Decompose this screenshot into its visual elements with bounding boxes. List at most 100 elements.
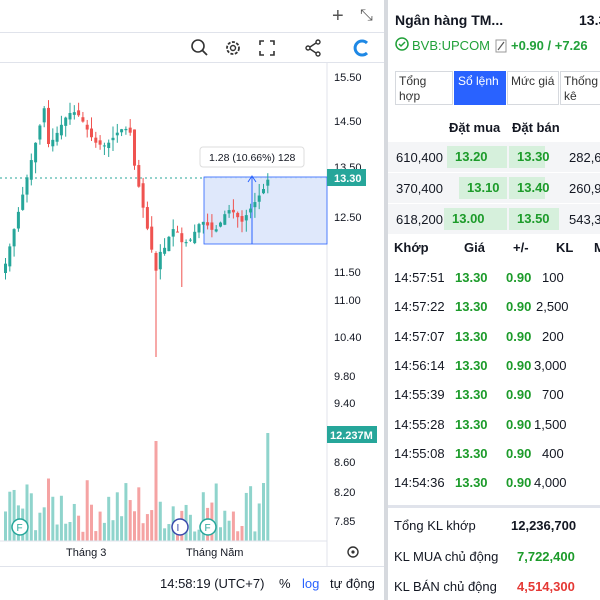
volume-bar xyxy=(68,521,72,541)
trade-change: 0.90 xyxy=(506,299,532,315)
tab-summary[interactable]: Tổng hợp xyxy=(395,71,453,105)
trade-change: 0.90 xyxy=(506,445,532,461)
candle-body xyxy=(111,137,115,141)
trade-row[interactable]: 14:56:14 13.30 0.90 3,000 xyxy=(388,351,600,380)
trade-time: 14:57:07 xyxy=(394,328,445,344)
volume-bar xyxy=(107,496,111,541)
candle-body xyxy=(77,110,81,116)
orderbook-row[interactable]: 370,400 13.10 13.40 260,9 xyxy=(388,173,600,203)
volume-bar xyxy=(262,483,265,541)
candle-body xyxy=(163,247,167,254)
candle-body xyxy=(249,208,253,213)
stock-info-panel: Ngân hàng TM... 13.3 BVB:UPCOM +0.90 / +… xyxy=(388,0,600,600)
trade-time: 14:55:39 xyxy=(394,387,445,403)
candle-body xyxy=(38,125,42,140)
trade-row[interactable]: 14:55:28 13.30 0.90 1,500 xyxy=(388,410,600,439)
log-toggle[interactable]: log xyxy=(302,576,320,591)
price-axis-label: 7.85 xyxy=(334,516,355,528)
trade-price: 13.30 xyxy=(455,328,488,344)
bid-volume: 370,400 xyxy=(396,181,443,196)
candle-body xyxy=(29,160,33,180)
volume-bar xyxy=(34,530,38,541)
total-volume-value: 12,236,700 xyxy=(511,518,577,533)
candle-body xyxy=(145,207,149,229)
percent-toggle[interactable]: % xyxy=(279,576,291,591)
orderbook-row[interactable]: 610,400 13.20 13.30 282,6 xyxy=(388,142,600,172)
panel-divider[interactable] xyxy=(384,0,388,600)
tab-statistics[interactable]: Thống kê xyxy=(560,71,600,105)
event-marker[interactable] xyxy=(171,518,189,536)
trade-volume: 4,000 xyxy=(534,475,567,491)
measure-label-bg xyxy=(199,146,305,168)
volume-bar xyxy=(223,510,227,541)
trade-volume: 100 xyxy=(542,270,564,285)
tab-price-levels[interactable]: Mức giá xyxy=(507,71,559,105)
event-marker[interactable] xyxy=(199,518,217,536)
candle-body xyxy=(193,231,197,244)
price-axis-label: 12.50 xyxy=(334,212,362,224)
candle-body xyxy=(227,210,231,214)
candle-body xyxy=(81,117,85,122)
share-icon[interactable] xyxy=(303,38,323,62)
magnifier-icon[interactable] xyxy=(190,38,210,62)
bid-price: 13.20 xyxy=(447,146,507,168)
edit-icon[interactable] xyxy=(495,39,507,53)
price-chart[interactable]: 15.5014.5013.5012.5011.5011.0010.409.809… xyxy=(0,63,384,566)
price-change: +0.90 / +7.26 xyxy=(511,38,588,53)
candle-body xyxy=(107,142,111,149)
trade-row[interactable]: 14:57:51 13.30 0.90 100 xyxy=(388,263,600,292)
price-axis-label: 8.20 xyxy=(334,487,355,499)
candle-body xyxy=(8,246,12,267)
orderbook-row[interactable]: 618,200 13.00 13.50 543,3 xyxy=(388,204,600,234)
auto-toggle[interactable]: tự động xyxy=(330,576,375,591)
plus-icon[interactable]: + xyxy=(332,5,344,27)
chart-action-toolbar xyxy=(0,33,384,63)
price-axis-label: 14.50 xyxy=(334,116,362,128)
trade-price: 13.30 xyxy=(455,299,488,315)
trade-row[interactable]: 14:57:07 13.30 0.90 200 xyxy=(388,322,600,351)
trade-change: 0.90 xyxy=(506,416,532,432)
trade-row[interactable]: 14:55:39 13.30 0.90 700 xyxy=(388,380,600,409)
time-axis-label: Tháng 3 xyxy=(66,547,106,559)
trade-volume: 200 xyxy=(542,328,564,344)
candle-body xyxy=(244,215,248,221)
trade-change: 0.90 xyxy=(506,475,532,491)
settings-small-icon[interactable] xyxy=(347,546,359,558)
volume-bar xyxy=(167,524,171,541)
symbol-label[interactable]: BVB:UPCOM xyxy=(412,38,491,53)
trade-time: 14:54:36 xyxy=(394,475,445,491)
candle-body xyxy=(128,127,132,133)
volume-bar xyxy=(201,492,205,541)
volume-bar xyxy=(150,510,154,541)
candle-body xyxy=(206,222,210,226)
trade-time: 14:55:28 xyxy=(394,416,445,432)
ask-header: Đặt bán xyxy=(512,120,560,135)
tab-orderbook[interactable]: Sổ lệnh xyxy=(454,71,506,105)
chart-bottom-bar: 14:58:19 (UTC+7) % log tự động xyxy=(0,566,384,600)
volume-bar xyxy=(72,503,76,541)
chart-panel[interactable]: + ⤡ 15.50 14.50 13.50 12.50 11.50 11.00 10.40 9… xyxy=(0,0,384,600)
time-axis-label: Tháng Năm xyxy=(186,547,243,559)
volume-bar xyxy=(8,491,12,541)
candle-body xyxy=(4,263,7,273)
measure-range-box[interactable] xyxy=(203,176,328,245)
trade-row[interactable]: 14:55:08 13.30 0.90 400 xyxy=(388,439,600,468)
candle-body xyxy=(16,211,20,229)
candle-body xyxy=(59,124,63,136)
volume-bar xyxy=(227,520,231,541)
gear-icon[interactable] xyxy=(223,38,243,62)
price-axis-label: 15.50 xyxy=(334,72,362,84)
volume-bar xyxy=(214,483,218,541)
expand-icon[interactable]: ⤡ xyxy=(360,7,373,24)
volume-bar xyxy=(111,520,115,541)
trade-row[interactable]: 14:54:36 13.30 0.90 4,000 xyxy=(388,468,600,497)
volume-bar xyxy=(154,441,158,541)
candle-body xyxy=(171,229,175,237)
event-marker[interactable] xyxy=(11,518,29,536)
settings-small-icon-dot xyxy=(351,550,355,554)
stock-price: 13.3 xyxy=(579,12,600,28)
trade-row[interactable]: 14:57:22 13.30 0.90 2,500 xyxy=(388,292,600,321)
refresh-icon[interactable] xyxy=(350,37,372,63)
fullscreen-icon[interactable] xyxy=(257,38,277,62)
candle-body xyxy=(150,226,154,250)
